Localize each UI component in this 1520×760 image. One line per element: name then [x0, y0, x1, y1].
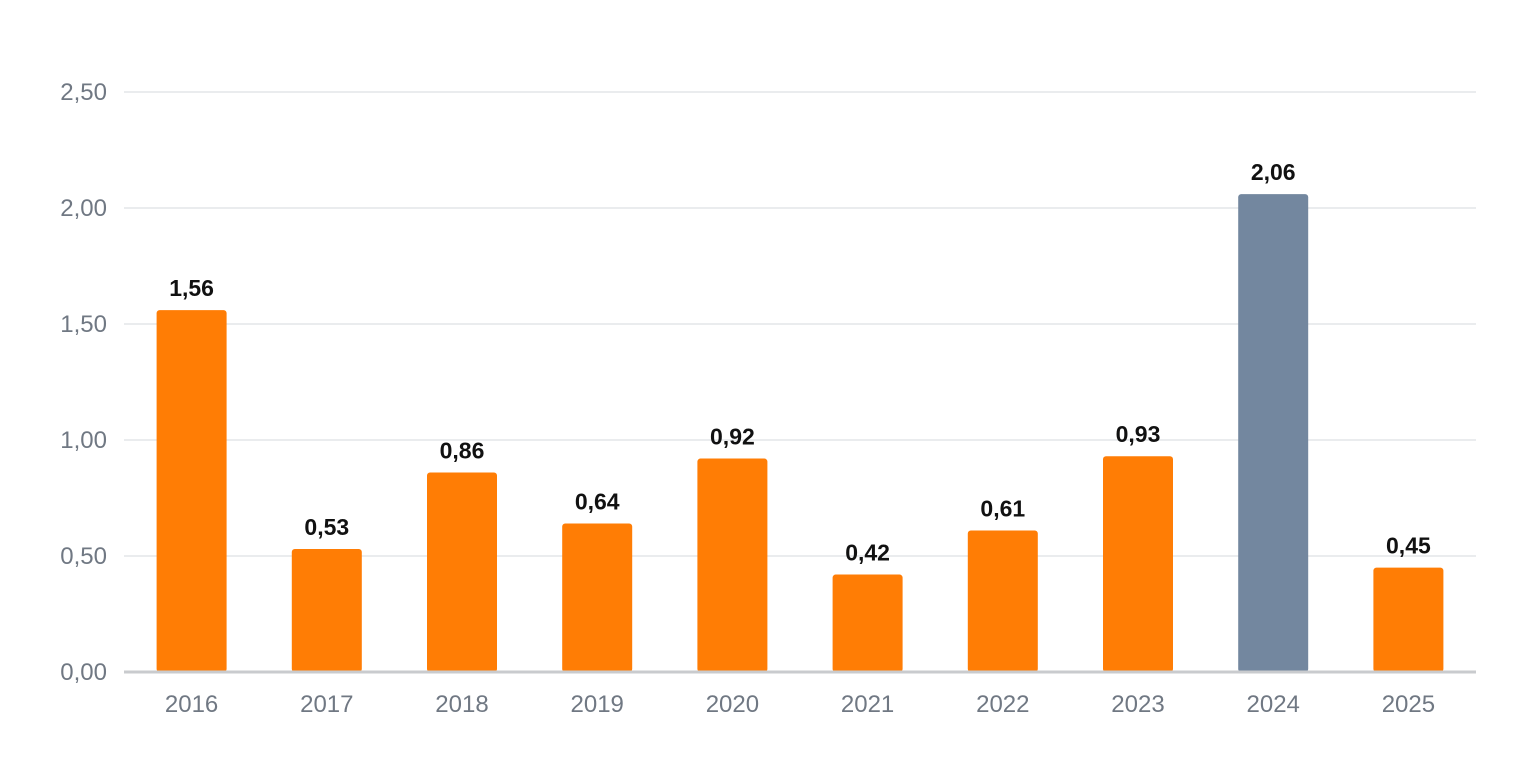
x-axis-tick-labels: 2016 2017 2018 2019 2020 2021 2022 2023 2024 2025 — [165, 691, 1435, 718]
bars — [156, 194, 1444, 672]
y-tick-label: 2,50 — [60, 79, 107, 106]
x-tick-label-2022: 2022 — [976, 691, 1029, 718]
y-tick-label: 1,00 — [60, 427, 107, 454]
y-tick-label: 0,50 — [60, 543, 107, 570]
x-tick-label-2025: 2025 — [1382, 691, 1435, 718]
data-labels: 1,56 0,53 0,86 0,64 0,92 0,42 0,61 0,93 2,06 0,45 — [169, 159, 1431, 565]
x-tick-label-2017: 2017 — [300, 691, 353, 718]
x-tick-label-2018: 2018 — [435, 691, 488, 718]
x-tick-label-2021: 2021 — [841, 691, 894, 718]
bar-2017[interactable] — [291, 549, 362, 672]
x-tick-label-2020: 2020 — [706, 691, 759, 718]
y-axis-tick-labels: 0,00 0,50 1,00 1,50 2,00 2,50 — [60, 79, 107, 686]
x-tick-label-2024: 2024 — [1247, 691, 1300, 718]
bar-2018[interactable] — [427, 472, 497, 672]
x-tick-label-2019: 2019 — [571, 691, 624, 718]
data-label-2019: 0,64 — [575, 489, 620, 515]
data-label-2018: 0,86 — [440, 437, 485, 463]
bar-2023[interactable] — [1103, 456, 1173, 672]
y-tick-label: 0,00 — [60, 659, 107, 686]
data-label-2024: 2,06 — [1251, 159, 1296, 185]
y-tick-label: 1,50 — [60, 311, 107, 338]
data-label-2017: 0,53 — [304, 514, 349, 540]
bar-2025[interactable] — [1373, 567, 1444, 672]
x-tick-label-2023: 2023 — [1111, 691, 1164, 718]
data-label-2016: 1,56 — [169, 275, 214, 301]
data-label-2022: 0,61 — [980, 495, 1025, 521]
y-tick-label: 2,00 — [60, 195, 107, 222]
bar-2020[interactable] — [697, 458, 768, 672]
bar-2022[interactable] — [967, 530, 1038, 672]
data-label-2020: 0,92 — [710, 424, 755, 450]
bar-2019[interactable] — [562, 523, 633, 672]
bar-2021[interactable] — [832, 574, 903, 672]
bar-2024[interactable] — [1238, 194, 1309, 672]
bar-2016[interactable] — [156, 310, 227, 672]
data-label-2021: 0,42 — [845, 540, 890, 566]
data-label-2025: 0,45 — [1386, 533, 1431, 559]
x-tick-label-2016: 2016 — [165, 691, 218, 718]
data-label-2023: 0,93 — [1116, 421, 1161, 447]
